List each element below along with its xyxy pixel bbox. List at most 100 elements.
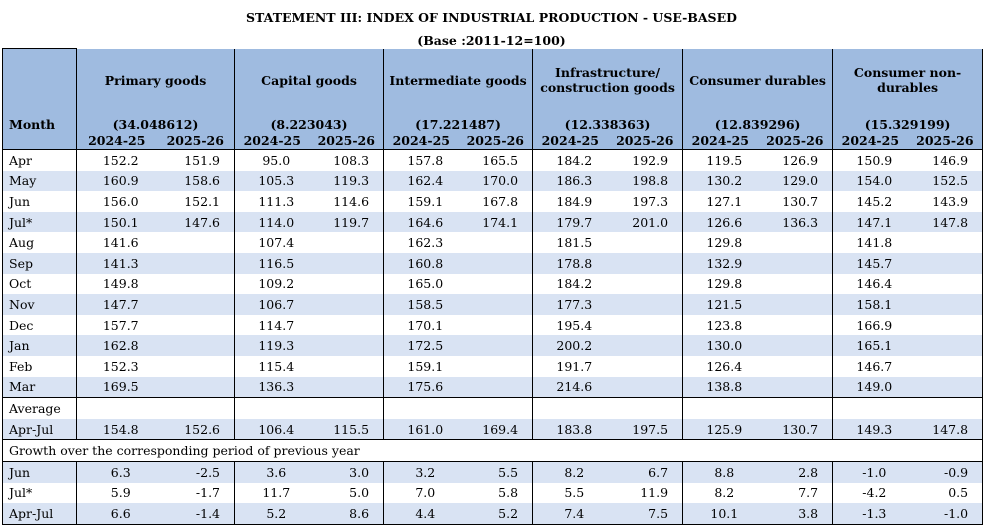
cell-value: 2.8	[757, 460, 833, 483]
cell-value: 107.4	[234, 232, 310, 253]
cell-value: 5.2	[458, 503, 533, 525]
year-header: 2024-25	[234, 131, 310, 150]
empty-cell	[383, 397, 533, 419]
cell-value: 160.9	[76, 170, 157, 192]
cell-value: 5.8	[498, 485, 519, 501]
row-month-label: Mar	[2, 376, 77, 398]
year-header: 2025-26	[757, 131, 833, 150]
cell-value: 132.9	[682, 252, 758, 274]
cell-value: -1.7	[195, 485, 221, 501]
cell-value	[459, 274, 533, 295]
iip-use-based-table: Primary goods Capital goods Intermediate…	[1, 48, 983, 525]
cell-value: 141.6	[76, 232, 157, 253]
cell-value: 129.8	[682, 232, 758, 253]
cell-value: 172.5	[383, 335, 459, 356]
cell-value: 143.9	[907, 191, 983, 212]
cell-value: 149.3	[832, 418, 908, 441]
cell-value	[309, 376, 384, 398]
table-row: Oct 149.8 109.2 165.0 184.2 129.8 146.4	[2, 273, 983, 295]
category-consumer-non-durables: Consumer non-durables	[832, 48, 983, 112]
cell-value: 115.4	[234, 355, 310, 377]
cell-value: 183.8	[532, 418, 608, 441]
cell-value: 169.5	[76, 376, 157, 398]
cell-value: 159.1	[383, 355, 459, 377]
row-month-label: Feb	[2, 355, 77, 377]
year-header: 2025-26	[309, 131, 384, 150]
cell-value	[459, 232, 533, 253]
cell-value: 184.2	[532, 148, 608, 171]
cell-value: -0.9	[907, 460, 983, 483]
table-row: Dec 157.7 114.7 170.1 195.4 123.8 166.9	[2, 314, 983, 336]
cell-value: 160.8	[383, 252, 459, 274]
cell-value: 123.8	[682, 314, 758, 336]
cell-value: 8.6	[309, 503, 384, 525]
cell-value: 129.8	[682, 273, 758, 295]
cell-value: 152.1	[184, 193, 221, 209]
row-month-label: Apr	[2, 148, 77, 171]
cell-value: 157.8	[383, 148, 459, 171]
row-month-label: Jun	[2, 191, 77, 212]
year-header: 2024-25	[383, 131, 459, 150]
cell-value	[157, 232, 235, 253]
weight-consumer-non-durables: (15.329199)	[832, 111, 983, 132]
cell-value: 129.0	[757, 170, 833, 192]
cell-value: 181.5	[532, 232, 608, 253]
cell-value: 6.3	[76, 460, 157, 483]
cell-value	[907, 376, 983, 398]
cell-value	[907, 252, 983, 274]
cell-value: 149.8	[76, 273, 157, 295]
cell-value: 165.1	[832, 335, 908, 356]
row-month-label: Jul*	[2, 211, 77, 233]
cell-value	[458, 376, 533, 398]
row-month-label: May	[2, 170, 77, 192]
cell-value: 126.6	[682, 211, 758, 233]
cell-value: 116.5	[234, 252, 310, 274]
cell-value	[459, 356, 533, 377]
table-row: Jun 156.0 152.1 111.3 114.6 159.1 167.8 184.9 19…	[2, 191, 983, 212]
table-row: Mar 169.5 136.3 175.6 214.6 138.8 149.0	[2, 376, 983, 398]
cell-value: 141.8	[832, 232, 908, 253]
month-header: Month	[2, 111, 77, 132]
cell-value: 152.3	[76, 355, 157, 377]
row-month-label: Apr-Jul	[2, 418, 77, 441]
cell-value: 126.4	[682, 355, 758, 377]
cell-value: 158.1	[832, 294, 908, 315]
growth-row: Apr-Jul 6.6 -1.4 5.2 8.6 4.4 5.2 7.4 7.5 10.1 3.8-…	[2, 503, 983, 525]
cell-value	[156, 335, 235, 356]
growth-row: Jun 6.3 -2.5 3.6 3.0 3.2 5.5 8.2 6.7 8.8 2.8 -1.0 -0…	[2, 460, 983, 483]
cell-value: 175.6	[383, 376, 459, 398]
empty-cell	[234, 397, 384, 419]
cell-value: 8.2	[682, 482, 758, 504]
cell-value: 152.2	[76, 148, 157, 171]
row-month-label: Jan	[2, 335, 77, 356]
cell-value: 130.7	[757, 418, 833, 441]
cell-value: 170.0	[458, 170, 533, 192]
average-label-row: Average	[2, 397, 983, 419]
cell-value: 119.3	[309, 170, 384, 192]
cell-value: 141.3	[76, 252, 157, 274]
cell-value: 147.8	[907, 211, 983, 233]
cell-value: 136.3	[234, 376, 310, 398]
cell-value: 138.8	[682, 376, 758, 398]
cell-value	[607, 252, 683, 274]
table-row: Apr 152.2 151.9 95.0 108.3 157.8 165.5 184.2 192…	[2, 148, 983, 171]
category-consumer-durables: Consumer durables	[682, 48, 833, 112]
weight-consumer-durables: (12.839296)	[682, 111, 833, 132]
cell-value	[310, 274, 384, 295]
cell-value	[310, 315, 384, 336]
cell-value: 149.0	[832, 376, 908, 398]
cell-value: 198.8	[607, 170, 683, 192]
cell-value: 167.8	[482, 193, 519, 209]
cell-value: 8.2	[532, 460, 608, 483]
cell-value	[758, 356, 833, 377]
cell-value	[608, 315, 683, 336]
cell-value: 195.4	[532, 314, 608, 336]
cell-value: 174.1	[458, 211, 533, 233]
cell-value: 130.7	[782, 193, 819, 209]
table-row: Jan 162.8 119.3 172.5 200.2 130.0 165.1	[2, 335, 983, 356]
cell-value: 150.1	[76, 211, 157, 233]
cell-value: 192.9	[607, 148, 683, 171]
cell-value	[758, 315, 833, 336]
row-month-label: Jun	[2, 460, 77, 483]
cell-value: 0.5	[907, 482, 983, 504]
